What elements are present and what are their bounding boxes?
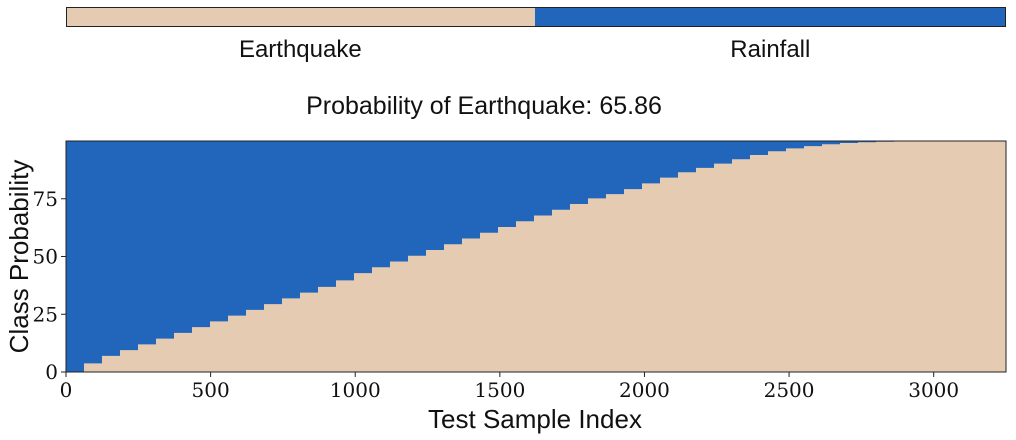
class-legend-bar [66,7,1006,27]
x-tick-label: 1500 [474,378,525,402]
earthquake-legend-label: Earthquake [238,36,362,63]
x-tick-label: 1000 [330,378,381,402]
earthquake-area [66,141,1006,372]
x-tick-label: 0 [60,378,73,402]
rainfall-legend-label: Rainfall [730,36,811,63]
x-tick-label: 2000 [619,378,670,402]
x-tick-label: 2500 [764,378,815,402]
x-axis-label: Test Sample Index [428,404,642,434]
earthquake-legend-segment [67,8,535,26]
x-tick-label: 500 [192,378,230,402]
rainfall-legend-segment [534,8,1005,26]
x-tick-label: 3000 [908,378,959,402]
y-tick-label: 0 [45,360,58,384]
y-axis-label: Class Probability [4,160,34,354]
y-tick-label: 50 [33,245,58,269]
chart-title: Probability of Earthquake: 65.86 [306,92,662,120]
y-tick-label: 75 [33,187,58,211]
y-tick-label: 25 [33,302,58,326]
